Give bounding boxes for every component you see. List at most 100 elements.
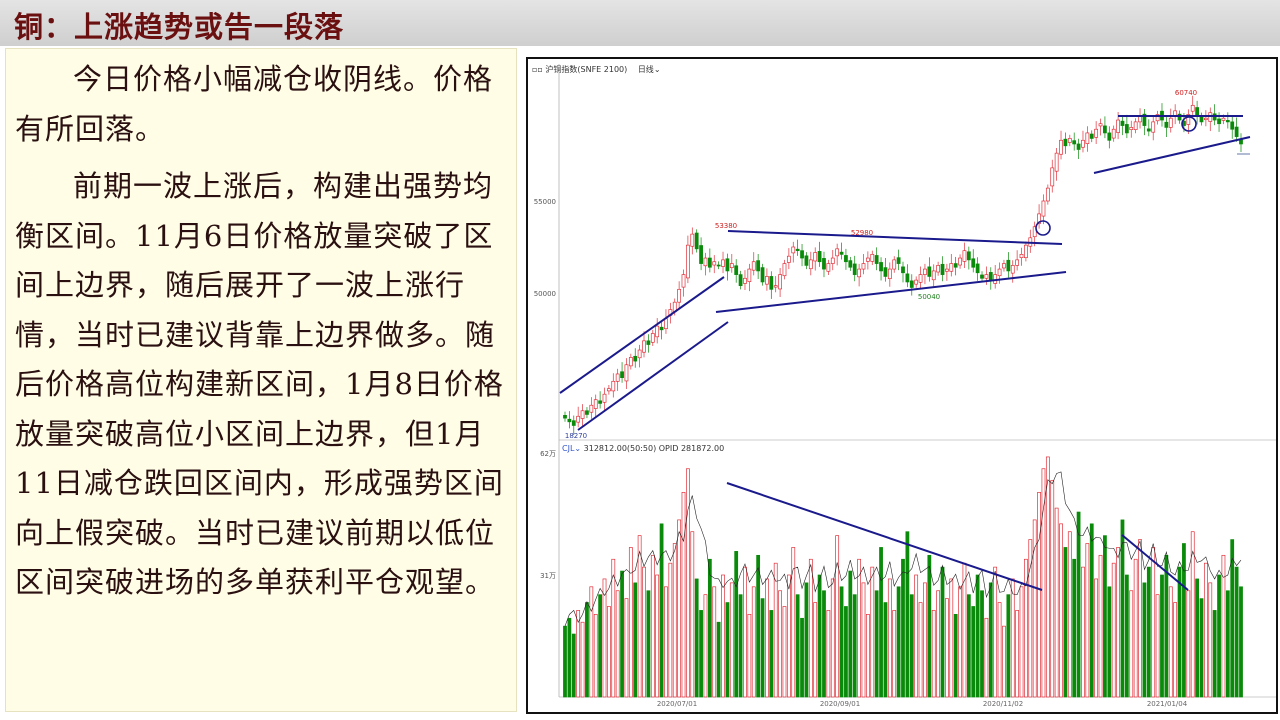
candle-body <box>1164 121 1169 128</box>
candle-body <box>1239 139 1243 145</box>
volume-bar <box>628 547 633 698</box>
volume-bar <box>971 606 976 698</box>
candle-body <box>699 245 703 264</box>
candle-body <box>1116 119 1120 133</box>
candle-body <box>563 415 567 419</box>
candle-body <box>804 255 809 266</box>
volume-bar <box>901 558 905 698</box>
volume-bar <box>712 586 717 698</box>
volume-bar <box>966 594 971 698</box>
volume-bar <box>729 582 734 698</box>
volume-bar <box>646 590 651 698</box>
candle-body <box>1221 117 1226 121</box>
candle-body <box>940 263 945 275</box>
price-annotation: 53380 <box>715 222 737 230</box>
candle-body <box>681 274 686 288</box>
candle-body <box>1019 254 1024 259</box>
symbol-label: 沪铜指数(SNFE 2100) <box>545 65 628 74</box>
volume-bar <box>1116 547 1120 698</box>
volume-bar <box>1037 492 1041 698</box>
volume-bar <box>615 590 620 698</box>
volume-bar <box>1076 511 1081 698</box>
volume-bar <box>1239 586 1243 698</box>
candle-body <box>949 263 954 272</box>
candle-body <box>1089 133 1094 139</box>
volume-bar <box>931 610 936 698</box>
candle-body <box>975 263 980 274</box>
x-tick-label: 2020/07/01 <box>657 700 697 708</box>
volume-bar <box>1177 566 1182 698</box>
candle-body <box>1006 259 1011 272</box>
price-chart-panel: ▫▫ 沪铜指数(SNFE 2100) 日线⌄ CJL⌄ 312812.00(50… <box>526 57 1278 714</box>
candle-body <box>1138 116 1142 123</box>
trendline <box>559 276 725 394</box>
analysis-text-panel: 今日价格小幅减仓收阴线。价格有所回落。 前期一波上涨后，构建出强势均衡区间。11… <box>5 48 517 712</box>
volume-bar <box>984 617 989 698</box>
volume-bar <box>786 574 791 698</box>
candle-body <box>751 261 756 271</box>
candle-body <box>901 266 905 274</box>
volume-bar <box>1094 578 1099 698</box>
candle-body <box>1076 143 1081 150</box>
candle-body <box>677 288 682 303</box>
candle-body <box>813 252 818 262</box>
period-select[interactable]: 日线⌄ <box>637 65 661 74</box>
candle-body <box>1186 114 1191 125</box>
volume-bar <box>576 610 581 698</box>
volume-bar <box>1067 531 1072 698</box>
volume-bar <box>883 602 888 698</box>
candle-body <box>852 263 857 275</box>
volume-bar <box>1133 558 1138 698</box>
volume-ma-line <box>564 471 1242 627</box>
candle-body <box>914 279 919 285</box>
price-tick-label: 50000 <box>534 290 556 298</box>
volume-bar <box>778 590 782 698</box>
candle-body <box>725 258 730 272</box>
volume-bar <box>1081 566 1085 698</box>
volume-bar <box>1111 562 1116 698</box>
volume-bar <box>650 554 655 698</box>
candle-body <box>1045 187 1050 202</box>
volume-bar <box>927 554 932 698</box>
volume-bar <box>918 602 923 698</box>
volume-bar <box>1063 547 1068 698</box>
candle-body <box>1103 125 1107 134</box>
x-tick-label: 2020/11/02 <box>983 700 1023 708</box>
volume-bar <box>743 566 747 698</box>
volume-bar <box>769 610 774 698</box>
volume-bar <box>611 558 616 698</box>
volume-bar <box>909 594 914 698</box>
volume-bar <box>721 574 725 698</box>
volume-bar <box>1054 507 1059 698</box>
grid-icon: ▫▫ <box>532 65 546 74</box>
volume-bar <box>1010 578 1015 698</box>
candle-body <box>879 262 883 272</box>
volume-bar <box>892 610 897 698</box>
indicator-select[interactable]: CJL <box>562 444 575 453</box>
volume-bar <box>773 562 778 698</box>
trendline <box>1121 534 1189 591</box>
volume-bar <box>1168 586 1173 698</box>
candle-body <box>874 255 879 264</box>
candle-body <box>690 233 695 247</box>
candle-body <box>1098 123 1103 127</box>
candle-body <box>923 268 927 275</box>
volume-bar <box>1124 574 1129 698</box>
candle-body <box>580 410 585 419</box>
candle-body <box>1230 121 1235 130</box>
candle-body <box>1225 120 1230 123</box>
candle-body <box>576 415 581 423</box>
volume-bar <box>865 614 870 698</box>
volume-bar <box>1041 468 1046 698</box>
candle-body <box>760 267 765 283</box>
candle-body <box>729 263 734 268</box>
volume-bar <box>857 558 861 698</box>
volume-bar <box>751 586 756 698</box>
volume-bar <box>1208 582 1213 698</box>
volume-bar <box>1050 480 1055 698</box>
candle-body <box>791 246 796 254</box>
candle-body <box>743 277 747 284</box>
volume-bar <box>677 519 682 698</box>
volume-bar <box>1146 566 1151 698</box>
volume-bar <box>1151 547 1156 698</box>
